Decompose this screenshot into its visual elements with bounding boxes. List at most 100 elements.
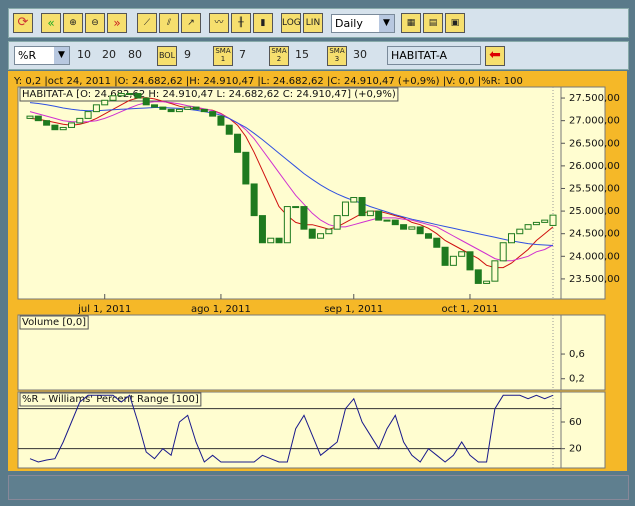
param-1[interactable]: 10 <box>77 48 91 61</box>
candle <box>416 226 424 235</box>
lin-button[interactable]: LIN <box>303 13 323 33</box>
scroll-left-button[interactable]: « <box>41 13 61 33</box>
candle <box>225 124 233 135</box>
period-select[interactable]: Daily ▼ <box>331 14 395 33</box>
status-bar <box>8 475 629 500</box>
y-tick-label: 27.000,00 <box>569 116 620 127</box>
candle <box>126 93 134 96</box>
sma-number: 2 <box>276 55 282 63</box>
candle <box>200 108 208 113</box>
y-tick-label: 60 <box>569 417 582 428</box>
candle <box>466 251 474 271</box>
scroll-right-button[interactable]: » <box>107 13 127 33</box>
candle <box>217 115 225 126</box>
indicator-select[interactable]: %R ▼ <box>14 46 70 65</box>
candle <box>109 95 117 101</box>
chart-area: Y: 0,2 |oct 24, 2011 |O: 24.682,62 |H: 2… <box>8 71 627 471</box>
candle <box>92 104 100 113</box>
panels-button[interactable]: ▣ <box>445 13 465 33</box>
candle <box>333 215 341 230</box>
candle <box>532 221 540 226</box>
candle <box>366 210 374 217</box>
candle <box>209 111 217 117</box>
sma-button[interactable]: SMA 3 <box>327 46 347 66</box>
dropdown-arrow: ▼ <box>54 47 69 64</box>
y-tick-label: 25.000,00 <box>569 206 620 217</box>
candle <box>424 233 432 239</box>
x-tick-label: sep 1, 2011 <box>324 304 383 315</box>
x-tick-label: oct 1, 2011 <box>442 304 499 315</box>
line <box>29 101 554 262</box>
bar-chart-button[interactable]: ╫ <box>231 13 251 33</box>
candle <box>491 260 499 282</box>
y-tick-label: 26.500,00 <box>569 138 620 149</box>
bol-button[interactable]: BOL <box>157 46 177 66</box>
panel-title: Volume [0,0] <box>22 317 86 328</box>
sma-number: 3 <box>334 55 340 63</box>
candle <box>516 228 524 235</box>
y-tick-label: 25.500,00 <box>569 183 620 194</box>
candle <box>449 255 457 266</box>
sma-label: SMA <box>329 47 345 55</box>
symbol-input[interactable]: HABITAT-A <box>387 46 481 65</box>
trend-tool-button[interactable]: ↗ <box>181 13 201 33</box>
candle <box>159 106 167 110</box>
candle <box>499 242 507 262</box>
grid-button[interactable]: ▦ <box>401 13 421 33</box>
candle <box>68 122 76 128</box>
layout-button[interactable]: ▤ <box>423 13 443 33</box>
sma-number: 1 <box>220 55 226 63</box>
candle <box>192 106 200 110</box>
candle <box>325 228 333 235</box>
x-tick-label: ago 1, 2011 <box>191 304 251 315</box>
line-chart-button[interactable]: 〰 <box>209 13 229 33</box>
candle <box>458 251 466 257</box>
candle <box>142 97 150 106</box>
candle <box>117 93 125 97</box>
sma-button[interactable]: SMA 1 <box>213 46 233 66</box>
candle <box>250 183 258 217</box>
sma-button[interactable]: SMA 2 <box>269 46 289 66</box>
channel-tool-button[interactable]: ⫽ <box>159 13 179 33</box>
param-2[interactable]: 20 <box>102 48 116 61</box>
candle <box>350 197 358 203</box>
go-button[interactable]: ⬅ <box>485 46 505 66</box>
candle <box>300 206 308 230</box>
sma-period[interactable]: 30 <box>353 48 367 61</box>
candle <box>184 106 192 110</box>
candle <box>275 237 283 244</box>
candle <box>308 228 316 239</box>
candle <box>242 151 250 185</box>
sma-period[interactable]: 15 <box>295 48 309 61</box>
candle <box>134 93 142 99</box>
candle <box>400 224 408 230</box>
candle <box>383 219 391 222</box>
candle <box>317 233 325 239</box>
candle <box>292 206 300 209</box>
param-3[interactable]: 80 <box>128 48 142 61</box>
panel-title-box <box>19 315 89 330</box>
sma-period[interactable]: 7 <box>239 48 246 61</box>
indicator-toolbar: %R ▼ 10 20 80 BOL 9 SMA 1 7 SMA 2 15 SMA 3 3… <box>8 41 629 70</box>
candle <box>34 115 42 122</box>
zoom-out-button[interactable]: ⊖ <box>85 13 105 33</box>
bol-param[interactable]: 9 <box>184 48 191 61</box>
refresh-button[interactable]: ⟳ <box>13 13 33 33</box>
candle <box>258 215 266 244</box>
log-button[interactable]: LOG <box>281 13 301 33</box>
y-tick-label: 26.000,00 <box>569 161 620 172</box>
x-tick-label: jul 1, 2011 <box>77 304 131 315</box>
candle-chart-button[interactable]: ▮ <box>253 13 273 33</box>
candle <box>76 117 84 124</box>
line-tool-button[interactable]: ⟋ <box>137 13 157 33</box>
y-tick-label: 0,2 <box>569 374 585 385</box>
candle <box>43 120 51 126</box>
candle <box>507 233 515 244</box>
period-text: Daily <box>335 17 363 30</box>
zoom-in-button[interactable]: ⊕ <box>63 13 83 33</box>
candle <box>474 269 482 284</box>
toolbar: ⟳ « ⊕ ⊖ » ⟋ ⫽ ↗ 〰 ╫ ▮ LOG LIN Daily ▼ ▦ ▤… <box>8 8 629 38</box>
candle <box>267 237 275 244</box>
